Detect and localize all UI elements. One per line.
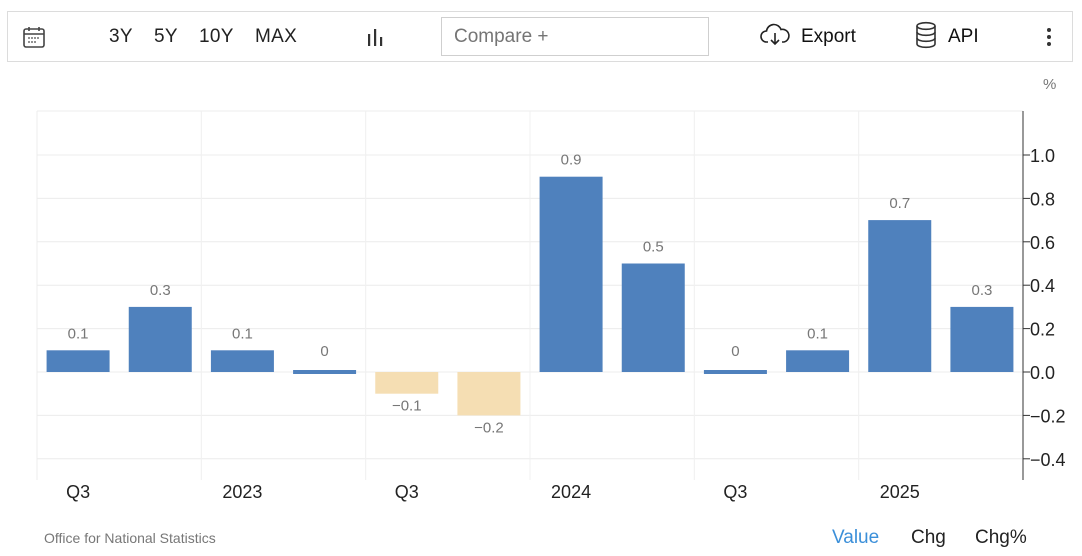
y-tick-label: 0.0 — [1030, 363, 1055, 383]
data-label-6: −0.2 — [474, 419, 504, 436]
bar-12 — [950, 306, 1014, 372]
calendar-icon[interactable] — [22, 25, 46, 54]
y-tick-label: 1.0 — [1030, 146, 1055, 166]
data-label-4: 0 — [320, 343, 328, 360]
x-axis: Q3 2023 Q3 2024 Q3 2025 — [66, 482, 920, 502]
bar-6 — [457, 372, 521, 416]
data-label-8: 0.5 — [643, 239, 664, 256]
y-axis: 1.0 0.8 0.6 0.4 0.2 0.0 −0.2 −0.4 — [1023, 146, 1066, 470]
bar-5 — [375, 372, 439, 394]
compare-input[interactable] — [441, 17, 709, 56]
export-button[interactable]: Export — [759, 19, 856, 55]
range-3y-button[interactable]: 3Y — [109, 26, 133, 47]
data-label-5: −0.1 — [392, 398, 422, 415]
bar-11 — [868, 220, 932, 372]
range-5y-button[interactable]: 5Y — [154, 26, 178, 47]
x-tick-label: Q3 — [395, 482, 419, 502]
mode-chg-pct-tab[interactable]: Chg% — [975, 527, 1027, 548]
export-label: Export — [801, 26, 856, 47]
x-tick-label: Q3 — [723, 482, 747, 502]
api-label: API — [948, 26, 979, 47]
bar-8 — [621, 263, 685, 372]
bar-10 — [786, 350, 850, 372]
y-tick-label: −0.2 — [1030, 406, 1066, 426]
gridlines — [37, 111, 1024, 480]
unit-label: % — [1043, 76, 1057, 93]
data-label-1: 0.1 — [68, 325, 89, 342]
mode-value-tab[interactable]: Value — [832, 527, 880, 548]
x-tick-label: Q3 — [66, 482, 90, 502]
data-label-12: 0.3 — [971, 282, 992, 299]
x-tick-label: 2023 — [222, 482, 262, 502]
mode-chg-tab[interactable]: Chg — [911, 527, 946, 548]
data-label-7: 0.9 — [561, 152, 582, 169]
data-labels: 0.1 0.3 0.1 0 −0.1 −0.2 0.9 0.5 0 0.1 0.7 0.3 — [68, 152, 993, 437]
source-label: Office for National Statistics — [44, 530, 216, 546]
bar-2 — [128, 306, 192, 372]
database-icon — [914, 21, 938, 54]
api-button[interactable]: API — [914, 19, 979, 55]
data-label-10: 0.1 — [807, 325, 828, 342]
x-tick-label: 2024 — [551, 482, 591, 502]
range-max-button[interactable]: MAX — [255, 26, 298, 47]
y-tick-label: 0.6 — [1030, 233, 1055, 253]
y-tick-label: 0.4 — [1030, 276, 1055, 296]
bar-7 — [539, 176, 603, 372]
data-label-11: 0.7 — [889, 195, 910, 212]
bar-9 — [703, 370, 767, 374]
bar-3 — [210, 350, 274, 372]
x-tick-label: 2025 — [880, 482, 920, 502]
y-tick-label: 0.2 — [1030, 320, 1055, 340]
bar-chart-icon[interactable] — [365, 26, 387, 53]
data-label-2: 0.3 — [150, 282, 171, 299]
range-10y-button[interactable]: 10Y — [199, 26, 234, 47]
cloud-download-icon — [759, 23, 791, 52]
y-tick-label: −0.4 — [1030, 450, 1066, 470]
chart-toolbar: 3Y 5Y 10Y MAX Export API — [7, 11, 1073, 62]
bar-4 — [293, 370, 357, 374]
y-tick-label: 0.8 — [1030, 189, 1055, 209]
data-label-9: 0 — [731, 343, 739, 360]
data-label-3: 0.1 — [232, 325, 253, 342]
bar-1 — [46, 350, 110, 372]
bar-series — [46, 176, 1014, 416]
more-vertical-icon[interactable] — [1040, 25, 1058, 54]
